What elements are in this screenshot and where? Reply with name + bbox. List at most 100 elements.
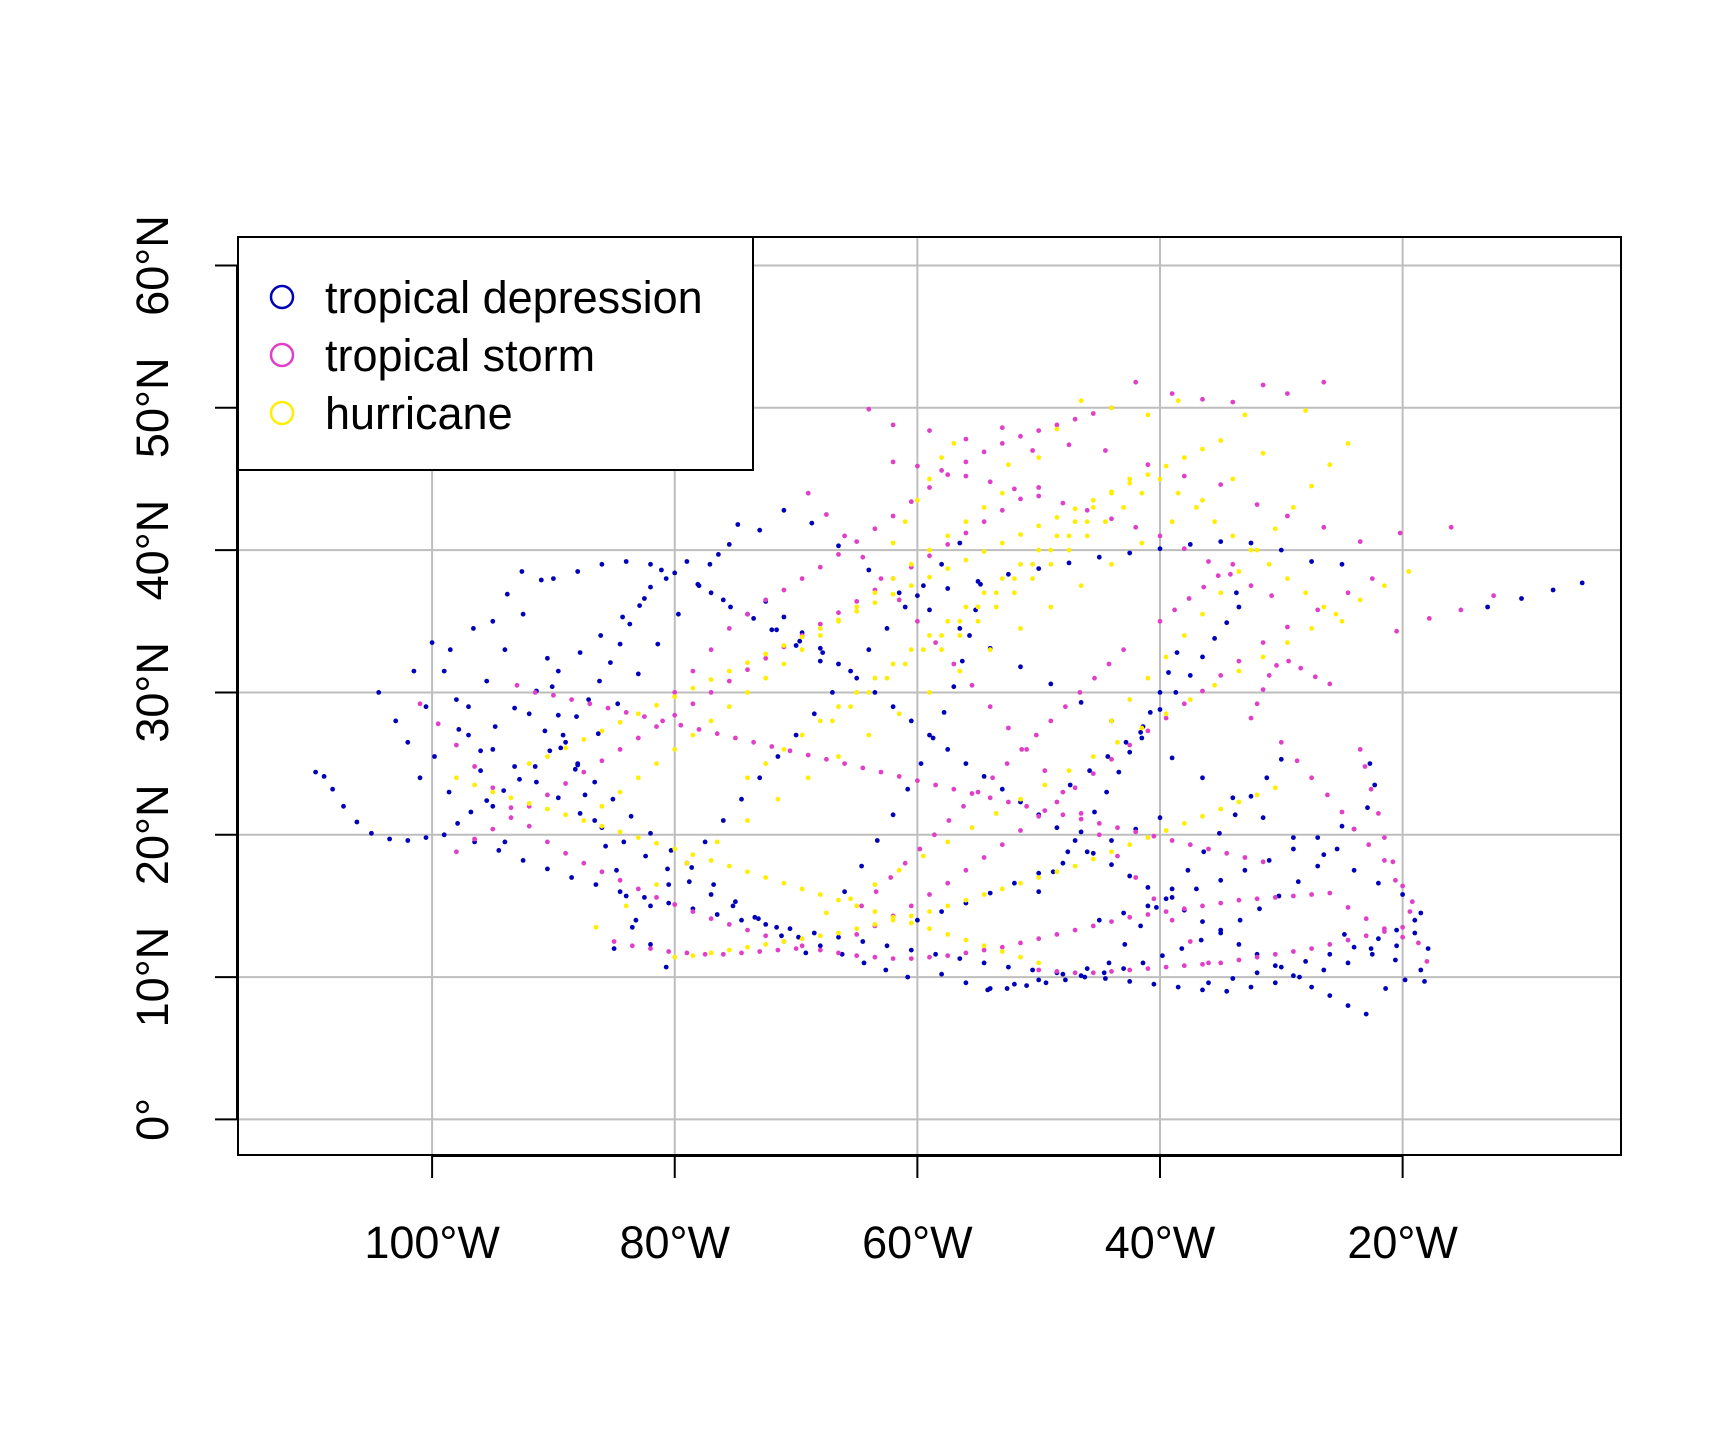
- data-point: [799, 886, 805, 892]
- data-point: [730, 903, 736, 909]
- data-point: [951, 441, 957, 446]
- data-point: [1030, 967, 1035, 973]
- data-point: [1090, 411, 1096, 416]
- data-point: [577, 650, 583, 655]
- data-point: [1006, 725, 1011, 731]
- data-point: [1163, 463, 1169, 469]
- data-point: [643, 853, 648, 859]
- data-point: [884, 943, 890, 949]
- data-point: [1187, 542, 1193, 547]
- data-point: [1109, 490, 1114, 496]
- data-point: [1309, 892, 1314, 897]
- data-point: [1218, 482, 1224, 487]
- data-point: [1175, 984, 1181, 990]
- data-point: [775, 754, 781, 759]
- data-point: [1448, 524, 1454, 530]
- data-point: [927, 428, 932, 433]
- data-point: [1362, 764, 1368, 769]
- data-point: [1254, 970, 1260, 976]
- data-point: [890, 459, 896, 465]
- data-point: [1200, 961, 1205, 967]
- data-point: [1133, 875, 1139, 880]
- data-point: [927, 607, 932, 613]
- data-point: [1043, 980, 1049, 986]
- data-point: [1078, 811, 1084, 816]
- data-point: [957, 956, 963, 961]
- data-point: [628, 813, 634, 819]
- data-point: [1042, 768, 1048, 774]
- data-point: [915, 778, 920, 784]
- data-point: [1339, 809, 1345, 815]
- data-point: [1236, 957, 1242, 963]
- data-point: [763, 933, 769, 939]
- data-point: [1106, 661, 1112, 667]
- data-point: [817, 564, 823, 570]
- data-point: [836, 704, 841, 710]
- data-point: [1224, 850, 1230, 856]
- data-point: [1260, 859, 1266, 865]
- data-point: [1363, 1011, 1369, 1017]
- series-2: [454, 398, 1412, 966]
- data-point: [1200, 611, 1205, 617]
- data-point: [805, 752, 811, 758]
- data-point: [526, 761, 532, 766]
- data-point: [711, 882, 716, 887]
- data-point: [959, 658, 965, 664]
- data-point: [1236, 897, 1242, 903]
- data-point: [799, 647, 805, 653]
- data-point: [726, 542, 732, 547]
- data-point: [708, 590, 714, 596]
- data-point: [1145, 462, 1151, 468]
- data-point: [1303, 959, 1308, 964]
- data-point: [1033, 732, 1039, 738]
- data-point: [1096, 917, 1102, 923]
- data-point: [623, 893, 629, 899]
- data-point: [981, 505, 987, 510]
- data-point: [1345, 905, 1351, 910]
- y-tick-label: 60°N: [127, 215, 178, 316]
- data-point: [1090, 856, 1096, 862]
- data-point: [945, 880, 951, 886]
- data-point: [860, 554, 866, 560]
- data-point: [872, 922, 878, 927]
- data-point: [598, 633, 604, 638]
- data-point: [981, 855, 987, 860]
- data-point: [1400, 924, 1405, 930]
- data-point: [1276, 893, 1282, 899]
- data-point: [1169, 917, 1175, 923]
- data-point: [1163, 896, 1169, 902]
- data-point: [745, 818, 750, 823]
- data-point: [1382, 929, 1387, 934]
- data-point: [775, 947, 781, 953]
- data-point: [842, 889, 847, 895]
- data-point: [526, 823, 532, 829]
- data-point: [1218, 590, 1224, 596]
- data-point: [1230, 795, 1236, 801]
- data-point: [1121, 910, 1126, 916]
- data-point: [866, 690, 872, 695]
- data-point: [581, 860, 587, 866]
- data-point: [1145, 412, 1151, 418]
- data-point: [1063, 977, 1068, 983]
- data-point: [1018, 664, 1023, 670]
- data-point: [1127, 979, 1133, 984]
- data-point: [981, 590, 987, 596]
- data-point: [423, 835, 429, 840]
- data-point: [1291, 949, 1296, 954]
- data-point: [796, 934, 801, 940]
- data-point: [684, 860, 690, 866]
- data-point: [1018, 433, 1023, 439]
- data-point: [660, 718, 665, 724]
- data-point: [866, 406, 872, 412]
- data-point: [1078, 816, 1084, 822]
- legend-marker: [269, 284, 295, 310]
- data-point: [1018, 880, 1023, 886]
- data-point: [1254, 547, 1260, 553]
- data-point: [1579, 580, 1585, 586]
- data-point: [975, 789, 981, 795]
- data-point: [1139, 540, 1145, 546]
- data-point: [1187, 697, 1193, 702]
- data-point: [726, 922, 732, 927]
- data-point: [1163, 964, 1169, 970]
- data-point: [1072, 785, 1078, 791]
